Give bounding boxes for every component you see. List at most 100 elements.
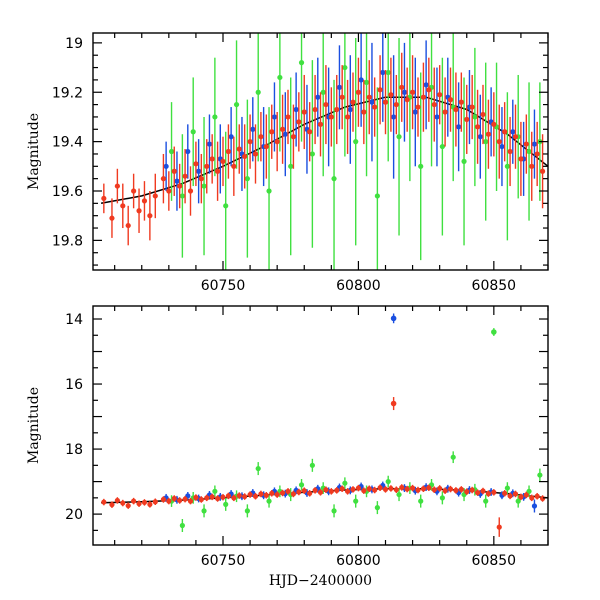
data-point-blue <box>531 503 538 509</box>
data-point-red <box>242 153 248 160</box>
data-point-blue <box>347 106 353 113</box>
data-point-red <box>328 114 334 120</box>
data-point-red <box>247 491 253 498</box>
data-point-red <box>214 495 221 502</box>
data-point-red <box>469 487 475 493</box>
data-point-green <box>374 505 380 511</box>
data-point-green <box>396 134 402 140</box>
data-point-red <box>152 193 158 199</box>
data-point-blue <box>358 77 364 83</box>
data-point-green <box>233 101 240 108</box>
data-point-red <box>491 121 497 127</box>
data-point-red <box>187 188 194 194</box>
data-point-red <box>512 134 519 140</box>
data-point-green <box>515 498 521 504</box>
data-point-red <box>344 488 351 494</box>
data-point-red <box>507 493 513 499</box>
data-point-green <box>266 498 272 504</box>
data-point-red <box>193 161 199 167</box>
data-point-green <box>450 454 456 460</box>
data-point-green <box>526 148 532 155</box>
data-point-green <box>277 74 283 81</box>
data-point-red <box>447 97 454 103</box>
data-point-red <box>377 87 383 93</box>
fit-curve <box>100 96 548 205</box>
data-point-blue <box>315 94 321 100</box>
data-point-green <box>353 498 359 504</box>
data-point-green <box>331 508 337 514</box>
data-point-red <box>290 491 297 497</box>
y-tick-label: 18 <box>65 442 83 458</box>
data-point-red <box>182 496 188 502</box>
data-point-red <box>125 503 131 509</box>
data-point-red <box>269 129 275 135</box>
data-point-red <box>464 489 470 495</box>
outlier-point-blue <box>390 315 397 322</box>
data-point-red <box>334 487 340 493</box>
data-point-red <box>458 99 464 105</box>
data-point-green <box>396 491 402 498</box>
data-point-red <box>453 487 459 493</box>
plot-frame <box>92 32 549 271</box>
data-point-red <box>182 173 188 179</box>
data-point-green <box>266 188 272 194</box>
data-point-red <box>296 489 302 495</box>
data-point-red <box>361 109 367 115</box>
data-point-red <box>166 188 172 194</box>
data-point-red <box>125 222 131 229</box>
data-point-green <box>461 158 467 164</box>
data-point-red <box>507 148 513 155</box>
data-point-red <box>109 215 115 221</box>
data-point-blue <box>174 178 180 184</box>
data-point-red <box>285 114 291 120</box>
data-point-red <box>220 494 226 500</box>
data-point-red <box>171 168 177 174</box>
data-point-red <box>496 524 502 530</box>
data-point-red <box>317 121 324 127</box>
data-point-red <box>198 496 204 503</box>
data-point-red <box>274 139 280 145</box>
data-point-green <box>179 193 185 199</box>
data-point-blue <box>423 82 429 88</box>
data-point-red <box>539 168 546 174</box>
data-point-red <box>518 494 524 500</box>
data-point-green <box>223 501 229 507</box>
data-point-green <box>309 151 315 157</box>
data-point-green <box>168 148 175 155</box>
data-point-red <box>437 92 443 98</box>
data-point-green <box>385 69 391 76</box>
y-tick-label: 19 <box>65 36 83 52</box>
data-point-blue <box>510 129 516 135</box>
data-point-red <box>453 106 459 113</box>
data-point-red <box>393 487 399 493</box>
data-point-red <box>263 143 269 150</box>
data-point-red <box>171 495 177 502</box>
data-point-red <box>198 176 204 182</box>
data-point-red <box>420 486 427 492</box>
plot-frame <box>92 305 549 546</box>
data-point-red <box>252 493 259 499</box>
data-point-red <box>120 203 126 209</box>
data-point-red <box>307 129 313 135</box>
data-point-red <box>431 101 437 108</box>
data-point-red <box>523 141 529 147</box>
x-tick-label: 60850 <box>472 553 517 569</box>
data-point-red <box>344 114 351 120</box>
data-point-red <box>317 489 324 495</box>
bottom-panel: 60750 60800 60850 14 16 18 20 Magnitude HJD−2400… <box>26 305 549 589</box>
data-point-green <box>320 89 326 95</box>
data-point-green <box>472 114 478 120</box>
y-tick-label: 19.4 <box>52 135 83 151</box>
data-point-red <box>301 488 307 494</box>
data-point-red <box>204 495 210 501</box>
data-point-green <box>353 139 359 145</box>
data-point-red <box>420 94 427 100</box>
data-point-red <box>204 163 210 169</box>
data-point-red <box>258 134 264 140</box>
data-point-red <box>279 126 286 132</box>
y-tick-label: 16 <box>65 377 83 393</box>
data-point-red <box>523 492 529 498</box>
data-point-red <box>534 151 540 157</box>
data-point-red <box>152 499 158 505</box>
